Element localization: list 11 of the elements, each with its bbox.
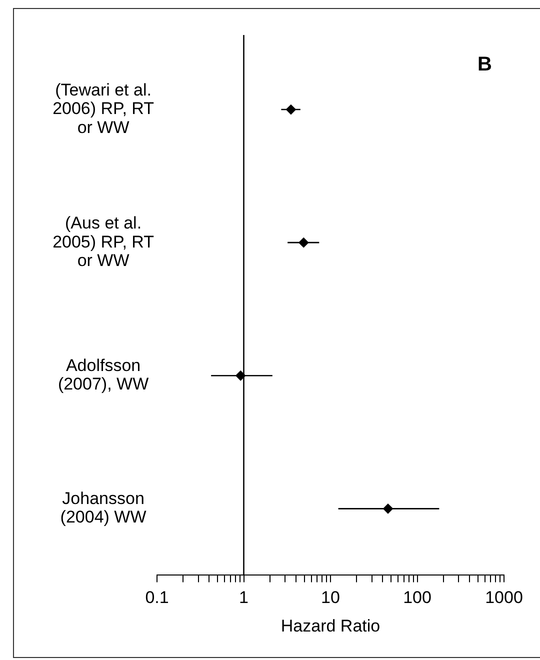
x-tick-label: 0.1 — [145, 588, 169, 608]
x-axis-title: Hazard Ratio — [280, 616, 380, 636]
x-tick-label: 1 — [239, 588, 248, 608]
x-tick-label: 1000 — [485, 588, 523, 608]
annotation: B — [478, 54, 492, 76]
x-tick-label: 100 — [403, 588, 432, 608]
y-tick-label: Adolfsson (2007), WW — [58, 356, 149, 394]
x-tick-label: 10 — [321, 588, 340, 608]
y-tick-label: Johansson (2004) WW — [60, 489, 146, 527]
y-tick-label: (Aus et al. 2005) RP, RT or WW — [52, 214, 154, 270]
y-tick-label: (Tewari et al. 2006) RP, RT or WW — [52, 80, 154, 137]
